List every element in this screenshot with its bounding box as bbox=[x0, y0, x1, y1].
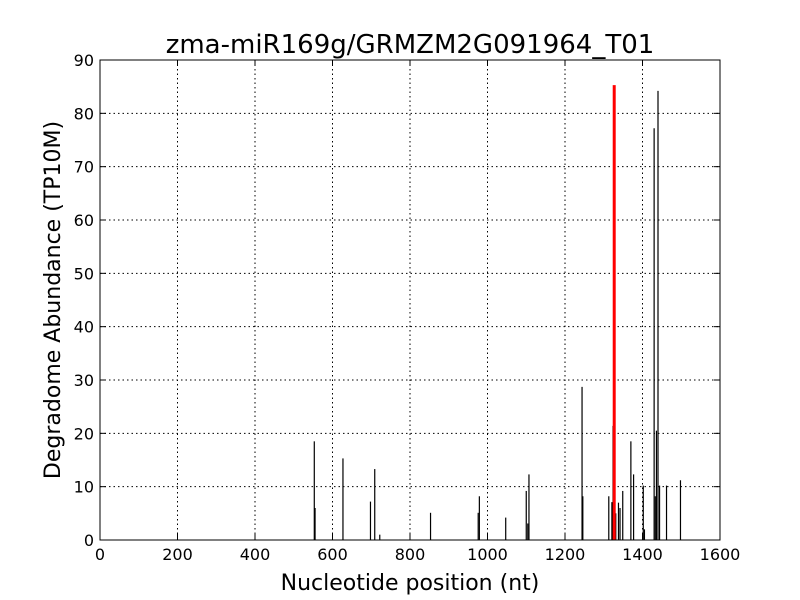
y-tick-label: 80 bbox=[74, 104, 94, 123]
y-tick-label: 60 bbox=[74, 211, 94, 230]
y-tick-label: 90 bbox=[74, 51, 94, 70]
x-tick-label: 1600 bbox=[700, 545, 741, 564]
x-tick-label: 1400 bbox=[622, 545, 663, 564]
x-tick-label: 600 bbox=[317, 545, 348, 564]
axis-ticks: 0 200 400 600 800 1000 1200 1400 1600 0 10 20 30 40 50… bbox=[74, 51, 741, 564]
x-tick-label: 1000 bbox=[467, 545, 508, 564]
y-axis-label: Degradome Abundance (TP10M) bbox=[41, 121, 66, 479]
bar-series bbox=[313, 85, 682, 540]
y-tick-label: 70 bbox=[74, 158, 94, 177]
x-tick-label: 800 bbox=[395, 545, 426, 564]
x-tick-label: 1200 bbox=[545, 545, 586, 564]
y-tick-label: 10 bbox=[74, 478, 94, 497]
x-tick-label: 400 bbox=[240, 545, 271, 564]
y-tick-label: 40 bbox=[74, 318, 94, 337]
grid-lines bbox=[100, 60, 720, 540]
y-tick-label: 30 bbox=[74, 371, 94, 390]
y-tick-label: 20 bbox=[74, 424, 94, 443]
x-tick-label: 200 bbox=[162, 545, 193, 564]
chart-title: zma-miR169g/GRMZM2G091964_T01 bbox=[166, 30, 655, 60]
x-tick-label: 0 bbox=[95, 545, 105, 564]
x-axis-label: Nucleotide position (nt) bbox=[281, 571, 540, 596]
y-tick-label: 50 bbox=[74, 264, 94, 283]
y-tick-label: 0 bbox=[84, 531, 94, 550]
